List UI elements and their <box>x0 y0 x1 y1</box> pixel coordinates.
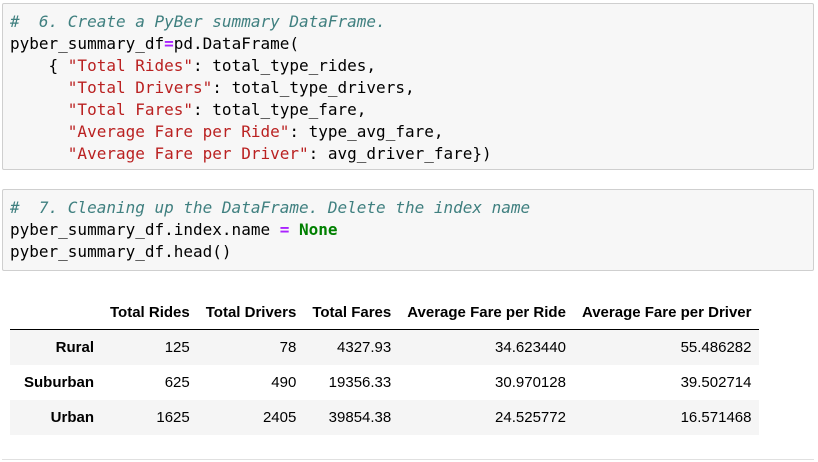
code-token: = <box>164 34 174 53</box>
cell-output: Total Rides Total Drivers Total Fares Av… <box>10 296 760 435</box>
code-token: : avg_driver_fare}) <box>308 144 492 163</box>
code-token: None <box>299 220 338 239</box>
code-token <box>289 220 299 239</box>
table-cell: 55.486282 <box>680 339 752 356</box>
table-cell: 19356.33 <box>328 374 392 391</box>
table-row: Urban 1625 2405 39854.38 24.525772 16.57… <box>10 400 760 435</box>
code-token: # 6. Create a PyBer summary DataFrame. <box>10 12 386 31</box>
code-line: "Average Fare per Ride": type_avg_fare, <box>10 122 444 141</box>
table-cell: 24.525772 <box>495 409 566 426</box>
table-cell: 1625 <box>156 409 190 426</box>
code-token: "Total Drivers" <box>67 78 213 97</box>
code-token: "Total Fares" <box>67 100 194 119</box>
column-header: Total Rides <box>102 296 198 330</box>
code-editor[interactable]: # 7. Cleaning up the DataFrame. Delete t… <box>3 190 813 263</box>
code-token <box>10 144 68 163</box>
table-cell: 490 <box>271 374 297 391</box>
dataframe-table: Total Rides Total Drivers Total Fares Av… <box>10 296 760 435</box>
code-token: pyber_summary_df.index.name <box>10 220 280 239</box>
code-token: = <box>279 220 290 239</box>
column-header: Average Fare per Driver <box>573 296 760 330</box>
code-line: "Average Fare per Driver": avg_driver_fa… <box>10 144 492 163</box>
code-token: : type_avg_fare, <box>289 122 444 141</box>
code-editor[interactable]: # 6. Create a PyBer summary DataFrame. p… <box>3 4 813 165</box>
code-token: : total_type_drivers, <box>212 78 415 97</box>
code-line: "Total Drivers": total_type_drivers, <box>10 78 415 97</box>
table-row: Suburban 625 490 19356.33 30.970128 39.5… <box>10 365 759 400</box>
code-cell-7[interactable]: # 7. Cleaning up the DataFrame. Delete t… <box>2 189 814 271</box>
column-header: Total Drivers <box>197 296 305 330</box>
code-token: pyber_summary_df <box>10 34 165 53</box>
table-cell: 2405 <box>262 409 297 426</box>
table-cell: 30.970128 <box>495 374 566 391</box>
table-cell: 78 <box>279 339 297 356</box>
code-line: # 6. Create a PyBer summary DataFrame. <box>10 12 386 31</box>
row-index: Rural <box>55 339 94 356</box>
row-index: Urban <box>50 409 94 426</box>
code-line: { "Total Rides": total_type_rides, <box>10 56 377 75</box>
code-token: "Average Fare per Driver" <box>67 144 309 163</box>
code-token: : total_type_rides, <box>193 56 377 75</box>
code-token <box>10 100 68 119</box>
code-token <box>10 78 68 97</box>
code-line: "Total Fares": total_type_fare, <box>10 100 367 119</box>
column-header <box>10 296 102 330</box>
code-line: pyber_summary_df=pd.DataFrame( <box>10 34 299 53</box>
table-cell: 16.571468 <box>680 409 752 426</box>
column-header: Total Fares <box>304 296 400 330</box>
code-token: pd.DataFrame( <box>173 34 299 53</box>
code-token: "Average Fare per Ride" <box>67 122 290 141</box>
code-line: pyber_summary_df.head() <box>10 242 232 261</box>
code-line: # 7. Cleaning up the DataFrame. Delete t… <box>10 198 530 217</box>
table-cell: 625 <box>164 374 190 391</box>
table-cell: 39854.38 <box>328 409 392 426</box>
table-cell: 125 <box>164 339 190 356</box>
code-cell-6[interactable]: # 6. Create a PyBer summary DataFrame. p… <box>2 3 814 170</box>
column-header: Average Fare per Ride <box>399 296 574 330</box>
code-token: : total_type_fare, <box>193 100 367 119</box>
table-cell: 4327.93 <box>337 339 392 356</box>
code-token: "Total Rides" <box>67 56 194 75</box>
code-token: pyber_summary_df.head() <box>10 242 232 261</box>
code-token <box>10 122 68 141</box>
divider <box>2 459 814 460</box>
code-token: { <box>10 56 68 75</box>
table-row: Rural 125 78 4327.93 34.623440 55.486282 <box>10 329 760 365</box>
table-header-row: Total Rides Total Drivers Total Fares Av… <box>10 296 760 330</box>
code-token: # 7. Cleaning up the DataFrame. Delete t… <box>10 198 531 217</box>
table-cell: 34.623440 <box>495 339 566 356</box>
code-line: pyber_summary_df.index.name = None <box>10 220 338 239</box>
row-index: Suburban <box>24 374 94 391</box>
table-cell: 39.502714 <box>680 374 752 391</box>
